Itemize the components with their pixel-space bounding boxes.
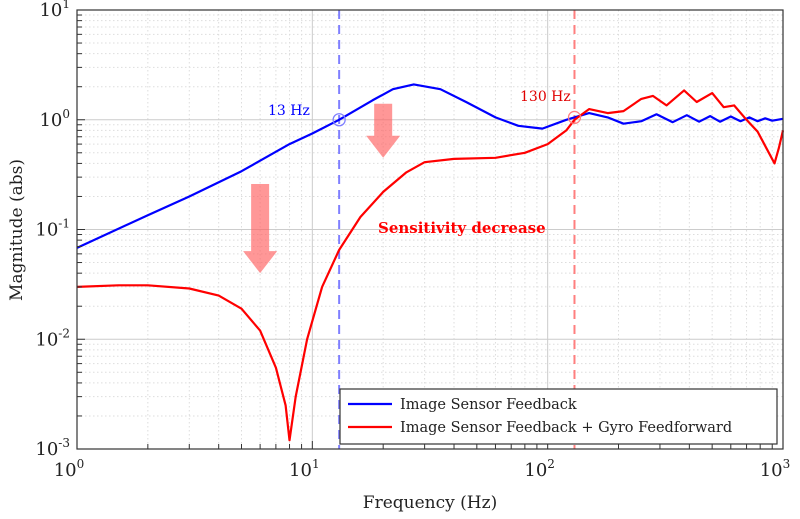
ticks: [77, 14, 773, 449]
series-line-0: [76, 83, 784, 249]
x-tick-label: 103: [760, 457, 791, 481]
y-tick-label: 101: [39, 0, 70, 21]
crossover-markers: [332, 110, 582, 127]
down-arrow-icon: [366, 103, 401, 158]
y-tick-label: 100: [39, 107, 70, 131]
annotations: 13 Hz 130 Hz Sensitivity decrease: [268, 89, 571, 237]
legend-box: [339, 388, 778, 445]
tick-labels: 100 101 102 103 10-3 10-2 10-1 100 101: [35, 0, 790, 481]
y-axis-label: Magnitude (abs): [7, 159, 27, 301]
decrease-arrows: [243, 103, 401, 274]
legend-label-1: Image Sensor Feedback + Gyro Feedforward: [400, 420, 732, 436]
x-tick-label: 102: [524, 457, 555, 481]
x-tick-label: 100: [54, 457, 85, 481]
legend: Image Sensor Feedback Image Sensor Feedba…: [339, 388, 778, 445]
series-lines: [76, 83, 785, 442]
reference-lines: [338, 10, 576, 449]
crossover-marker-130hz: [567, 110, 582, 125]
sensitivity-annotation: Sensitivity decrease: [378, 219, 546, 237]
down-arrow-icon: [243, 183, 278, 274]
x-axis-label: Frequency (Hz): [363, 493, 497, 513]
vline-label-130hz: 130 Hz: [520, 89, 571, 105]
vline-label-13hz: 13 Hz: [268, 103, 310, 119]
legend-label-0: Image Sensor Feedback: [400, 397, 577, 413]
crossover-marker-13hz: [332, 113, 346, 127]
y-tick-label: 10-1: [35, 217, 70, 241]
series-line-1: [76, 89, 785, 442]
y-tick-label: 10-3: [35, 436, 70, 460]
y-tick-label: 10-2: [35, 326, 70, 350]
x-tick-label: 101: [289, 457, 320, 481]
